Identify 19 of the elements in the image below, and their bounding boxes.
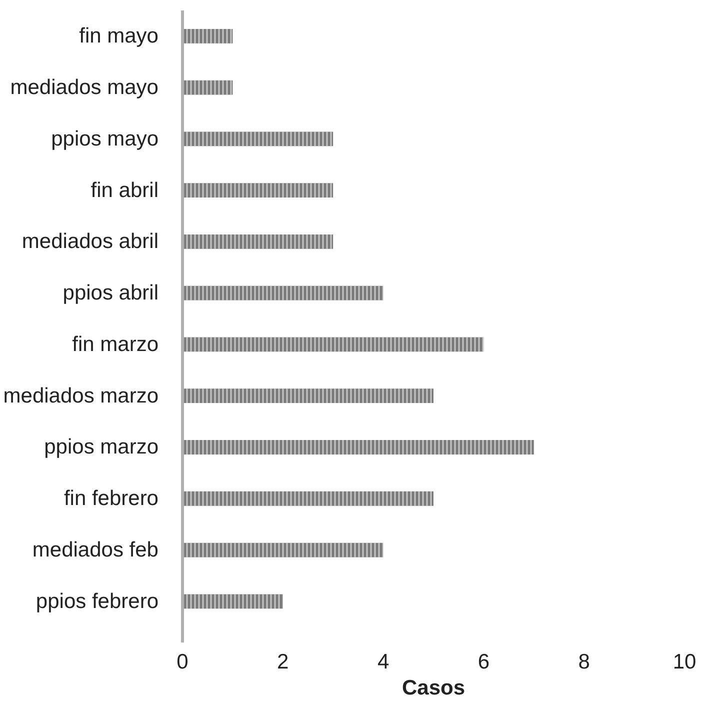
y-tick-label: mediados mayo xyxy=(10,76,159,100)
y-tick-label: ppios marzo xyxy=(44,436,159,459)
x-tick-label: 8 xyxy=(578,650,590,674)
y-tick-label: fin abril xyxy=(90,178,159,202)
y-tick-label: mediados abril xyxy=(22,230,159,254)
y-tick-label: fin marzo xyxy=(72,332,158,356)
y-tick-label: fin febrero xyxy=(64,487,159,510)
x-tick-label: 2 xyxy=(277,650,289,674)
y-tick-label: fin mayo xyxy=(79,24,159,48)
y-tick-label: ppios febrero xyxy=(36,590,159,613)
y-tick-label: mediados feb xyxy=(32,538,159,562)
x-axis-title: Casos xyxy=(402,676,466,700)
y-tick-label: ppios mayo xyxy=(51,127,158,150)
x-tick-label: 4 xyxy=(377,650,390,674)
x-tick-label: 6 xyxy=(478,650,490,674)
x-tick-label: 10 xyxy=(672,650,696,674)
x-tick-label: 0 xyxy=(176,650,188,674)
y-tick-label: ppios abril xyxy=(62,282,159,305)
y-tick-label: mediados marzo xyxy=(3,384,158,408)
